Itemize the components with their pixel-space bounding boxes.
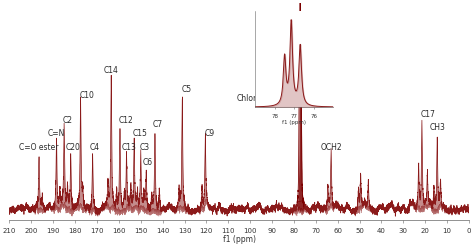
Text: C2: C2 [63,116,73,125]
Text: Chloroform: Chloroform [237,94,280,103]
Text: C12: C12 [119,116,134,125]
Text: C=O ester: C=O ester [19,143,59,152]
Text: C13: C13 [121,143,136,152]
Text: C5: C5 [181,85,191,94]
Text: C17: C17 [421,110,436,119]
Text: C7: C7 [153,120,163,129]
Text: OCH2: OCH2 [320,143,342,152]
Text: C6: C6 [142,158,152,167]
Text: C10: C10 [80,91,94,100]
Text: C9: C9 [204,129,214,138]
Text: C14: C14 [104,66,118,75]
Text: CH3: CH3 [429,124,445,132]
Text: C=N: C=N [48,129,65,138]
Text: C4: C4 [90,143,100,152]
Text: C15: C15 [133,129,148,138]
Text: C3: C3 [140,143,150,152]
Text: C20: C20 [65,143,81,152]
X-axis label: f1 (ppm): f1 (ppm) [223,235,255,244]
